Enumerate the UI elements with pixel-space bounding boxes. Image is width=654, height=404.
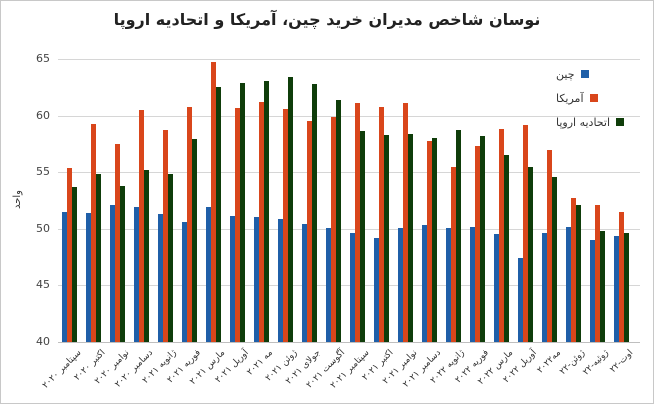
legend-item-china: چین (556, 62, 652, 86)
bar-usa (499, 129, 504, 342)
bar-eu (216, 87, 221, 342)
bar-eu (384, 134, 389, 342)
bar-eu (600, 231, 605, 342)
bar-china (254, 217, 259, 342)
bar-china (62, 211, 67, 342)
bar-china (134, 207, 139, 342)
gridline (58, 59, 640, 60)
bar-usa (115, 143, 120, 342)
bar-eu (264, 80, 269, 342)
bar-china (230, 216, 235, 342)
bar-usa (619, 211, 624, 342)
legend-swatch-china (580, 70, 589, 78)
y-tick-label: 40 (36, 335, 50, 348)
bar-china (182, 222, 187, 342)
y-tick-label: 45 (36, 278, 50, 292)
bar-eu (624, 233, 629, 342)
bar-usa (451, 166, 456, 342)
bar-usa (235, 107, 240, 342)
gridline (58, 285, 640, 286)
bar-china (326, 227, 331, 342)
bar-usa (163, 130, 168, 342)
y-tick-label: 50 (36, 221, 50, 235)
bar-china (398, 227, 403, 342)
legend-swatch-eu (616, 118, 625, 126)
bar-china (542, 233, 547, 342)
bar-china (422, 225, 427, 342)
bar-usa (331, 116, 336, 342)
bar-usa (571, 198, 576, 342)
bar-china (110, 205, 115, 342)
x-axis-line (58, 342, 640, 343)
legend-swatch-usa (589, 94, 598, 102)
bar-usa (283, 108, 288, 342)
legend-label-eu: اتحادیه اروپا (556, 115, 611, 129)
bar-usa (595, 205, 600, 342)
bar-usa (427, 140, 432, 342)
bar-eu (528, 166, 533, 342)
bar-eu (312, 83, 317, 342)
bar-eu (168, 174, 173, 342)
bar-china (374, 237, 379, 342)
bar-eu (240, 82, 245, 342)
gridline (58, 229, 640, 230)
bar-china (494, 234, 499, 342)
bar-usa (259, 102, 264, 342)
gridline (58, 172, 640, 173)
bar-usa (67, 167, 72, 342)
bar-eu (408, 133, 413, 342)
bar-eu (480, 135, 485, 342)
bar-usa (379, 106, 384, 342)
bar-eu (192, 139, 197, 342)
bar-usa (523, 124, 528, 342)
bar-china (302, 224, 307, 342)
y-tick-label: 65 (36, 52, 50, 65)
bar-eu (360, 131, 365, 342)
bar-china (278, 218, 283, 342)
bar-usa (187, 106, 192, 342)
bar-china (350, 233, 355, 342)
bar-china (158, 214, 163, 342)
gridline (58, 116, 640, 117)
bar-usa (547, 149, 552, 342)
bar-china (86, 212, 91, 342)
y-tick-label: 60 (36, 108, 50, 122)
bar-usa (211, 62, 216, 342)
bar-usa (307, 121, 312, 342)
bar-usa (355, 103, 360, 342)
bar-china (446, 227, 451, 342)
bar-usa (403, 103, 408, 342)
bar-usa (475, 146, 480, 342)
bar-eu (336, 99, 341, 342)
legend-item-usa: آمریکا (556, 86, 652, 110)
bar-china (206, 207, 211, 342)
bar-china (614, 235, 619, 342)
bar-eu (120, 185, 125, 342)
bar-eu (456, 130, 461, 342)
bar-usa (91, 123, 96, 342)
chart-title: نوسان شاخص مدیران خرید چین، آمریکا و اتح… (113, 10, 541, 29)
bar-eu (96, 174, 101, 342)
legend-item-eu: اتحادیه اروپا (556, 110, 652, 134)
bar-eu (504, 155, 509, 342)
legend-label-usa: آمریکا (556, 91, 584, 105)
bar-china (470, 226, 475, 342)
bar-china (590, 240, 595, 342)
bar-usa (139, 109, 144, 342)
bar-eu (144, 169, 149, 342)
bar-eu (288, 77, 293, 342)
bar-china (566, 226, 571, 342)
legend: چین آمریکا اتحادیه اروپا (556, 62, 652, 134)
y-axis-label: واحد (12, 189, 24, 210)
y-tick-label: 55 (36, 165, 50, 179)
bar-eu (576, 205, 581, 342)
bar-eu (552, 176, 557, 342)
bar-china (518, 258, 523, 342)
bar-eu (72, 186, 77, 342)
bar-eu (432, 138, 437, 342)
legend-label-china: چین (556, 67, 575, 81)
